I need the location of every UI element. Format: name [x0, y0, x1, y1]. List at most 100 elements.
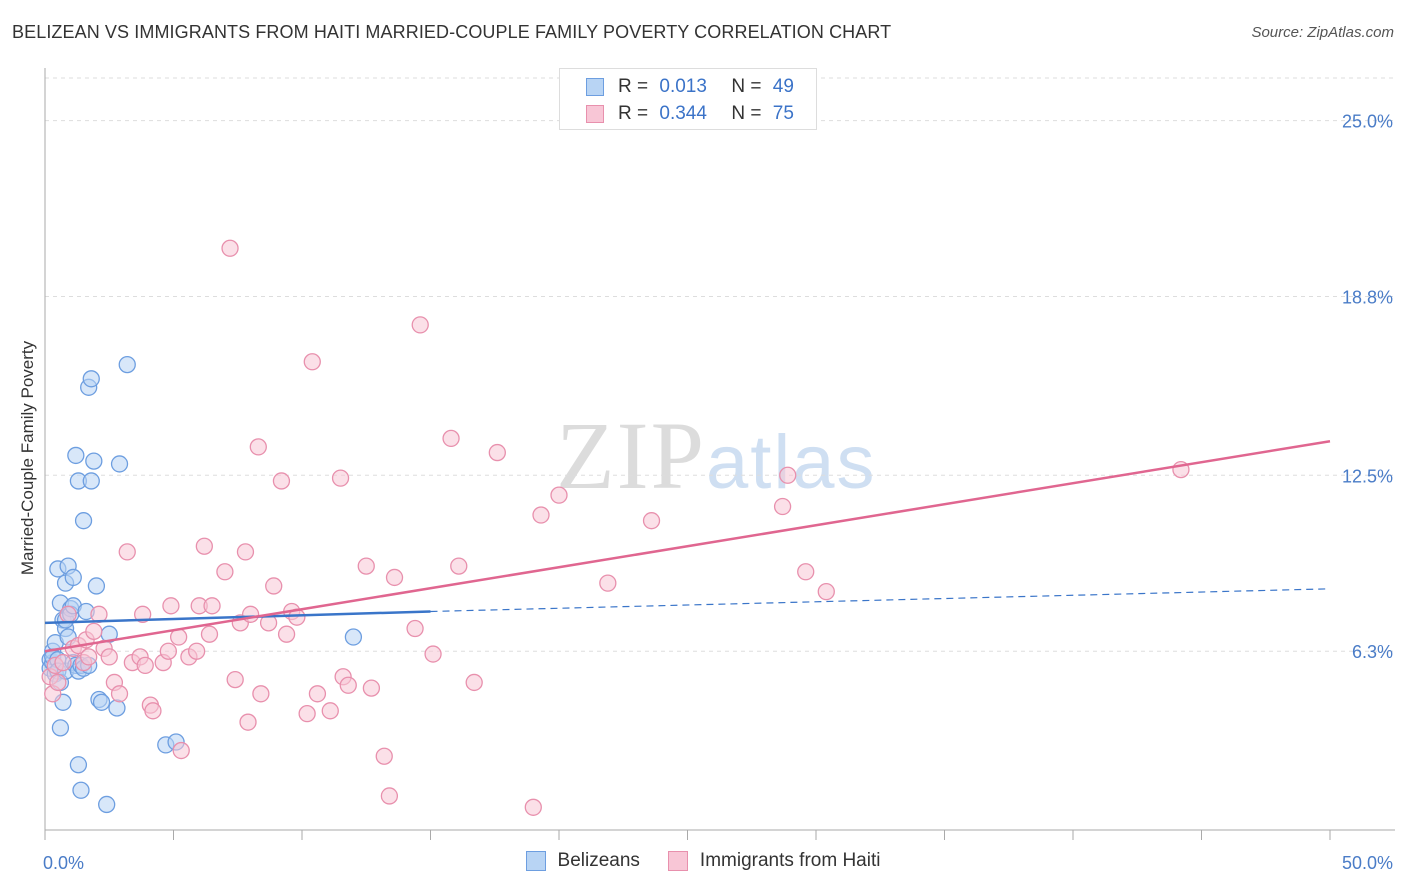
belizeans-point	[69, 756, 88, 774]
haiti-point	[797, 563, 815, 581]
belizeans-point	[92, 693, 111, 711]
r-label: R =	[618, 103, 649, 124]
haiti-point	[226, 670, 244, 689]
belizeans-point	[82, 472, 100, 490]
haiti-point	[424, 645, 442, 663]
haiti-point	[216, 563, 234, 581]
haiti-point	[375, 747, 393, 765]
haiti-point	[172, 741, 190, 760]
stats-legend-row-haiti: R = 0.344 N = 75	[586, 101, 794, 127]
r-label: R =	[618, 76, 649, 97]
belizeans-swatch	[586, 78, 604, 96]
haiti-point	[357, 557, 375, 575]
haiti-point	[298, 705, 316, 723]
haiti-point	[249, 438, 267, 456]
y-tick-label: 18.8%	[1342, 288, 1393, 308]
haiti-point	[85, 622, 103, 641]
haiti-point	[236, 543, 255, 561]
haiti-point	[49, 673, 67, 692]
watermark-atlas: atlas	[706, 420, 877, 505]
haiti-point	[195, 537, 213, 555]
belizeans-point	[344, 628, 363, 646]
watermark-zip: ZIP	[556, 402, 706, 509]
n-label: N =	[731, 103, 762, 124]
haiti-point	[54, 653, 72, 672]
legend-item-belizeans[interactable]: Belizeans	[525, 850, 640, 872]
n-label: N =	[731, 76, 762, 97]
y-tick-label: 6.3%	[1352, 642, 1393, 662]
haiti-point	[599, 574, 617, 592]
belizeans-point	[118, 355, 136, 374]
haiti-point	[779, 466, 797, 484]
belizeans-point	[51, 719, 70, 737]
haiti-point	[406, 619, 424, 638]
haiti-point	[159, 642, 178, 660]
belizeans-point	[64, 568, 82, 587]
haiti-swatch	[586, 105, 604, 123]
belizeans-point	[72, 781, 90, 799]
haiti-point	[380, 787, 399, 805]
haiti-point	[532, 506, 550, 524]
haiti-point	[265, 577, 283, 595]
y-tick-label: 12.5%	[1342, 466, 1393, 486]
haiti-point	[331, 469, 350, 487]
watermark: ZIPatlas	[556, 400, 877, 511]
haiti-point	[277, 625, 296, 643]
haiti-point	[642, 512, 661, 530]
haiti-point	[321, 702, 339, 720]
stats-legend-row-belizeans: R = 0.013 N = 49	[586, 74, 794, 100]
chart-title: BELIZEAN VS IMMIGRANTS FROM HAITI MARRIE…	[12, 22, 892, 42]
belizeans-trendline-extension	[430, 588, 1331, 613]
y-tick-label: 25.0%	[1342, 112, 1393, 132]
belizeans-point	[67, 446, 85, 465]
haiti-point	[80, 648, 98, 666]
haiti-point	[221, 239, 239, 257]
x-tick-label: 50.0%	[1342, 853, 1393, 873]
haiti-point	[272, 472, 291, 490]
haiti-point	[550, 486, 568, 504]
haiti-point	[144, 702, 162, 720]
belizeans-point	[98, 795, 116, 814]
haiti-point	[162, 597, 180, 615]
stats-legend: R = 0.013 N = 49 R = 0.344 N = 75	[559, 68, 817, 130]
haiti-point	[362, 679, 381, 697]
legend-label: Belizeans	[557, 850, 640, 871]
haiti-point	[118, 543, 136, 561]
haiti-trendline	[44, 439, 1331, 653]
legend-item-haiti[interactable]: Immigrants from Haiti	[667, 850, 881, 872]
r-value: 0.344	[659, 103, 707, 124]
haiti-point	[110, 685, 129, 703]
haiti-point	[100, 648, 118, 666]
haiti-point	[442, 429, 460, 448]
haiti-point	[134, 605, 152, 623]
haiti-swatch	[667, 851, 688, 871]
belizeans-swatch	[525, 851, 546, 871]
haiti-point	[773, 497, 792, 516]
belizeans-point	[110, 455, 129, 473]
haiti-point	[385, 568, 404, 587]
legend-label: Immigrants from Haiti	[699, 850, 881, 871]
x-tick-label: 0.0%	[43, 853, 84, 873]
r-value: 0.013	[659, 76, 707, 97]
haiti-point	[411, 316, 429, 334]
belizeans-point	[85, 452, 103, 470]
belizeans-trendline	[44, 610, 431, 625]
haiti-point	[488, 443, 506, 462]
belizeans-point	[87, 577, 106, 595]
haiti-point	[252, 685, 270, 703]
belizeans-point	[108, 699, 126, 717]
haiti-point	[303, 353, 321, 371]
haiti-point	[817, 582, 835, 601]
belizeans-point	[74, 512, 93, 530]
n-value: 49	[772, 76, 794, 97]
haiti-point	[465, 673, 483, 692]
haiti-point	[203, 597, 221, 615]
haiti-point	[200, 625, 219, 643]
haiti-point	[524, 798, 542, 816]
series-legend: Belizeans Immigrants from Haiti	[0, 850, 1406, 872]
n-value: 75	[772, 103, 794, 124]
haiti-point	[450, 557, 468, 575]
haiti-point	[308, 685, 327, 703]
source-label: Source: ZipAtlas.com	[1251, 24, 1394, 41]
